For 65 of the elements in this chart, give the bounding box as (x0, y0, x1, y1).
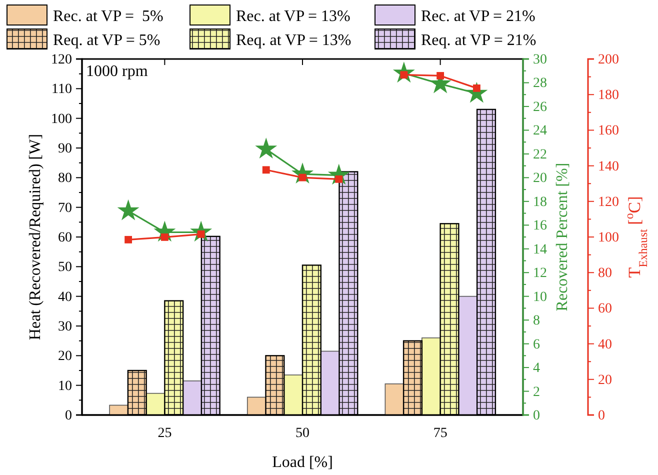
y3-tick-label: 40 (598, 337, 612, 352)
point (160, 233, 168, 241)
legend-label: Req. at VP = 5% (53, 32, 160, 49)
y3-tick-label: 60 (598, 302, 612, 317)
bar (384, 383, 404, 416)
y2-tick-label: 4 (533, 361, 540, 376)
y2-tick-label: 28 (533, 76, 547, 92)
point (436, 72, 444, 80)
y2-tick-label: 16 (533, 218, 547, 234)
y2-tick-label: 14 (533, 242, 547, 258)
x-axis-title: Load [%] (272, 454, 333, 471)
y2-tick-label: 22 (533, 147, 547, 162)
y3-tick-label: 200 (598, 52, 619, 68)
y-axis-title: Heat (Recovered/Required) [W] (27, 134, 44, 340)
y-tick-label: 70 (58, 200, 72, 216)
y2-tick-label: 6 (533, 337, 540, 352)
y2-tick-label: 26 (533, 100, 547, 115)
y-tick-label: 50 (58, 260, 72, 276)
legend-label: Req. at VP = 21% (421, 32, 536, 49)
point (472, 84, 480, 92)
y-tick-label: 10 (58, 378, 72, 394)
legend-label: Rec. at VP = 21% (421, 8, 536, 25)
y-tick-label: 90 (58, 141, 72, 156)
legend-label: Rec. at VP = 13% (236, 8, 350, 25)
y2-axis-title: Recovered Percent [%] (554, 162, 571, 312)
bar (422, 337, 441, 416)
y-tick-label: 100 (51, 112, 72, 127)
y-tick-label: 0 (65, 408, 72, 424)
y2-tick-label: 0 (533, 408, 540, 424)
y-tick-label: 110 (52, 82, 72, 98)
y2-tick-label: 20 (533, 171, 547, 186)
point (124, 236, 132, 244)
y3-tick-label: 80 (598, 266, 612, 282)
point (335, 175, 343, 183)
point (298, 174, 306, 182)
y3-tick-label: 180 (598, 88, 619, 104)
point (255, 138, 278, 159)
y3-tick-label: 140 (598, 159, 619, 174)
y2-tick-label: 10 (533, 290, 547, 305)
y-tick-label: 40 (58, 290, 72, 305)
y2-tick-label: 30 (533, 52, 547, 68)
x-tick-label: 50 (296, 426, 310, 441)
legend-label: Rec. at VP = 5% (53, 8, 164, 25)
y3-tick-label: 120 (598, 194, 619, 210)
y-tick-label: 20 (58, 349, 72, 364)
y2-tick-label: 24 (533, 124, 547, 139)
y-tick-label: 60 (58, 230, 72, 246)
y-tick-label: 120 (51, 52, 72, 68)
y3-tick-label: 160 (598, 124, 619, 139)
y3-tick-label: 20 (598, 372, 612, 388)
annotation: 1000 rpm (86, 63, 148, 80)
y2-tick-label: 2 (533, 384, 540, 400)
y-tick-label: 80 (58, 171, 72, 186)
y3-tick-label: 0 (598, 408, 605, 424)
y2-tick-label: 18 (533, 194, 547, 210)
legend-label: Req. at VP = 13% (236, 32, 352, 49)
y-tick-label: 30 (58, 319, 72, 334)
y2-tick-label: 12 (533, 266, 547, 282)
point (117, 199, 140, 220)
x-tick-label: 25 (158, 426, 172, 441)
x-tick-label: 75 (433, 426, 448, 441)
y2-tick-label: 8 (533, 314, 540, 329)
y3-tick-label: 100 (598, 230, 619, 246)
bar (284, 374, 303, 416)
point (262, 166, 270, 174)
